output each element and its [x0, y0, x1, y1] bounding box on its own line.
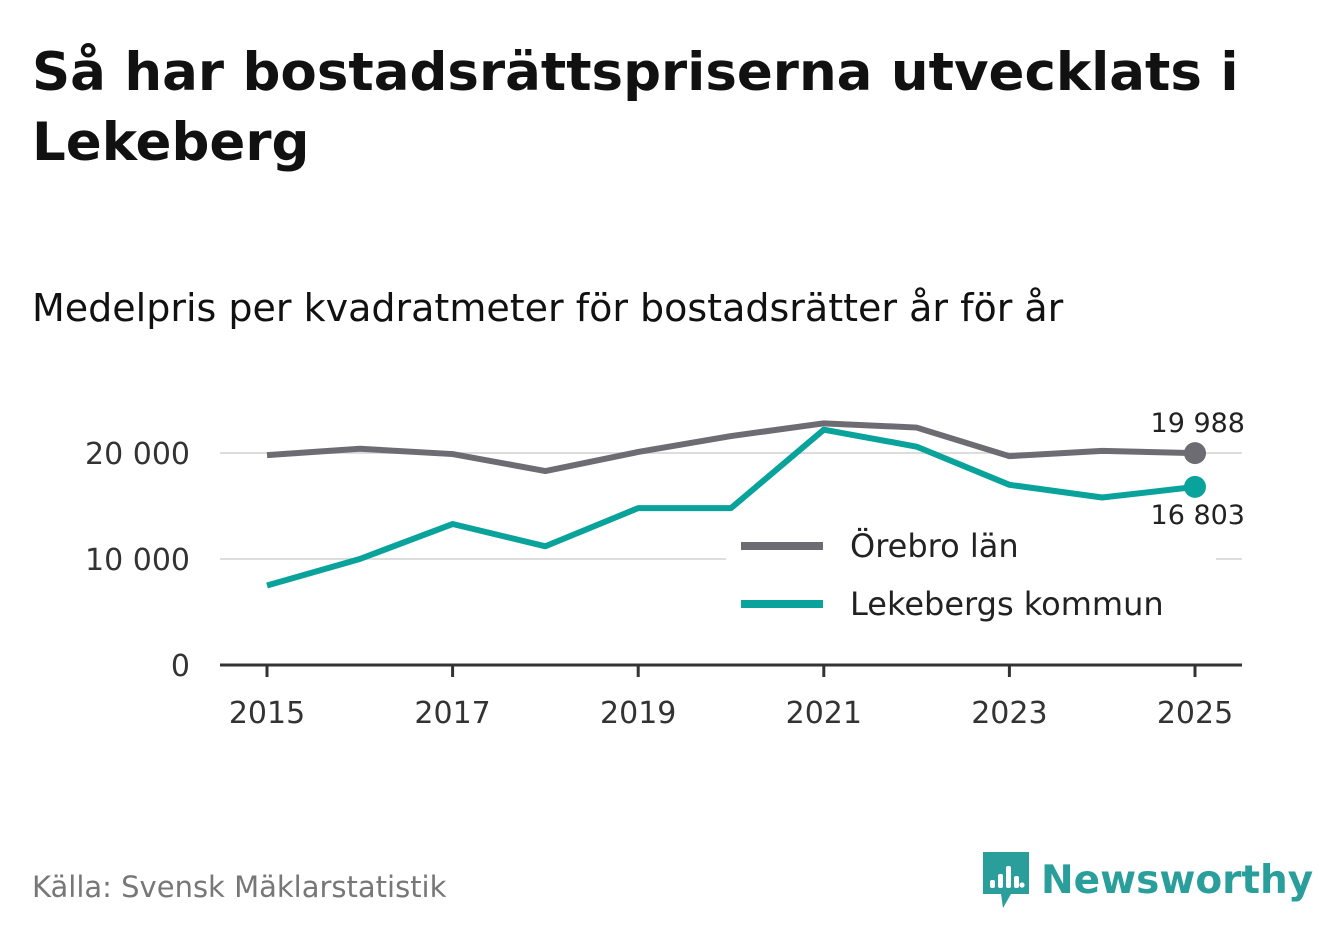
brand-name: Newsworthy — [1041, 857, 1314, 903]
y-tick-label: 10 000 — [85, 543, 190, 578]
y-tick-label: 20 000 — [85, 437, 190, 472]
series-line-1 — [266, 426, 1196, 589]
x-tick-label: 2015 — [229, 696, 305, 731]
series-line-0 — [266, 420, 1196, 475]
x-tick-label: 2017 — [414, 696, 490, 731]
legend[interactable]: Örebro län Lekebergs kommun — [726, 515, 1216, 643]
legend-label-0: Örebro län — [850, 527, 1019, 565]
x-tick-label: 2021 — [786, 696, 862, 731]
source-note: Källa: Svensk Mäklarstatistik — [32, 870, 447, 904]
end-labels: 19 988 16 803 — [1151, 408, 1245, 531]
series-end-marker-1 — [1184, 475, 1206, 498]
brand-logo: Newsworthy — [981, 850, 1313, 910]
y-axis-ticks: 0 10 000 20 000 — [85, 437, 190, 684]
legend-label-1: Lekebergs kommun — [850, 585, 1164, 623]
end-value-label-1: 16 803 — [1151, 500, 1245, 531]
x-tick-label: 2025 — [1157, 696, 1233, 731]
legend-background — [726, 515, 1216, 643]
series-layer — [266, 420, 1206, 589]
series-end-marker-0 — [1184, 442, 1206, 465]
end-value-label-0: 19 988 — [1151, 408, 1245, 439]
y-tick-label: 0 — [171, 649, 190, 684]
x-tick-label: 2023 — [971, 696, 1047, 731]
chart-subtitle: Medelpris per kvadratmeter för bostadsrä… — [32, 286, 1064, 330]
x-tick-label: 2019 — [600, 696, 676, 731]
x-axis-ticks: 2015 2017 2019 2021 2023 2025 — [220, 663, 1242, 731]
chart-title: Så har bostadsrättspriserna utvecklats i… — [32, 42, 1239, 173]
newsworthy-logo-icon — [983, 852, 1029, 908]
